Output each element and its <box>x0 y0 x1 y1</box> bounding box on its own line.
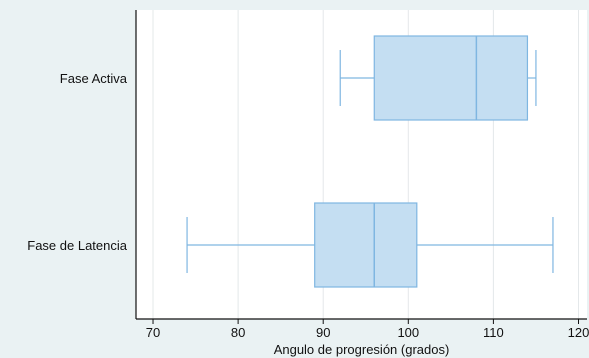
category-label-fase-activa: Fase Activa <box>60 71 128 86</box>
category-label-fase-de-latencia: Fase de Latencia <box>27 238 128 253</box>
x-axis-ticks: 70 80 90 100 110 120 <box>146 319 589 340</box>
box-fase-de-latencia <box>186 202 554 288</box>
x-tick-label-120: 120 <box>568 325 589 340</box>
box-series <box>186 35 554 288</box>
box-fase-activa <box>339 35 537 121</box>
x-tick-label-70: 70 <box>146 325 160 340</box>
y-axis-category-labels: Fase Activa Fase de Latencia <box>27 71 128 253</box>
x-tick-label-80: 80 <box>231 325 245 340</box>
x-tick-label-110: 110 <box>483 325 504 340</box>
x-tick-label-90: 90 <box>316 325 330 340</box>
iqr-box <box>373 35 529 121</box>
iqr-box <box>314 202 418 288</box>
x-tick-label-100: 100 <box>397 325 419 340</box>
x-axis-title: Angulo de progresión (grados) <box>274 342 450 357</box>
